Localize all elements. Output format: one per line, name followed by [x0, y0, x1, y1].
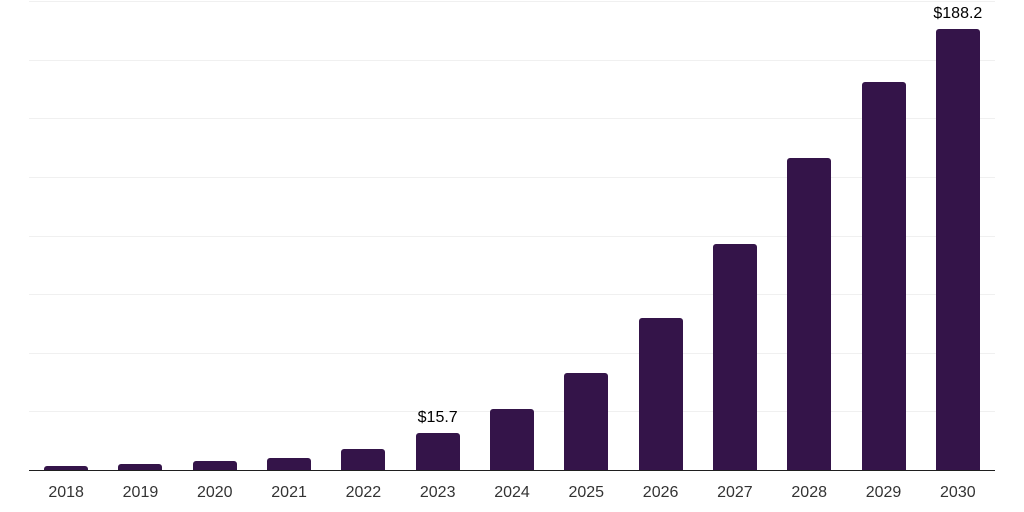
- x-axis-line: [29, 469, 995, 471]
- bar-slot-2028: [772, 157, 846, 470]
- x-tick-label-2025: 2025: [568, 484, 605, 501]
- bar-slot-2025: [549, 372, 623, 470]
- bar-slot-2019: [103, 463, 177, 470]
- bar-2026: [638, 318, 683, 470]
- bar-slot-2027: [698, 244, 772, 470]
- bar-2023: [415, 433, 460, 470]
- gridline-175: [29, 59, 995, 61]
- x-axis-labels: 2018 2019 2020 2021 2022 2023 2024 2025 2026 2027…: [29, 483, 995, 505]
- bar-slot-2022: [326, 448, 400, 470]
- x-tick-label-2022: 2022: [345, 484, 382, 501]
- gridline-75: [29, 294, 995, 296]
- bar-slot-2021: [252, 457, 326, 470]
- bar-2018: [44, 466, 89, 470]
- gridline-100: [29, 235, 995, 237]
- gridline-150: [29, 118, 995, 120]
- x-tick-label-2028: 2028: [791, 484, 827, 501]
- gridline-200: [29, 1, 995, 2]
- x-tick-label-2029: 2029: [865, 484, 902, 501]
- plot-area: $15.7 $188.2: [29, 1, 995, 470]
- bar-2030: [935, 28, 980, 470]
- bar-slot-2029: [846, 81, 920, 470]
- gridline-50: [29, 352, 995, 354]
- bar-2020: [192, 461, 237, 470]
- gridline-125: [29, 176, 995, 178]
- x-tick-label-2027: 2027: [717, 484, 753, 501]
- x-tick-label-2023: 2023: [419, 484, 456, 501]
- value-label-2030: $188.2: [933, 4, 983, 22]
- bar-2025: [564, 372, 609, 470]
- bar-2028: [787, 157, 832, 470]
- bar-slot-2024: [475, 408, 549, 470]
- bar-slot-2018: [29, 466, 103, 470]
- x-tick-label-2024: 2024: [494, 484, 530, 501]
- bar-2027: [712, 244, 757, 470]
- bar-2029: [861, 81, 906, 470]
- bar-slot-2020: [178, 461, 252, 470]
- x-tick-label-2026: 2026: [642, 484, 679, 501]
- bar-slot-2030: [921, 28, 995, 470]
- x-tick-label-2021: 2021: [271, 484, 307, 501]
- bar-2019: [118, 463, 163, 470]
- bar-2024: [489, 408, 534, 470]
- x-tick-label-2030: 2030: [940, 484, 976, 501]
- value-label-2023: $15.7: [417, 409, 458, 427]
- x-tick-label-2020: 2020: [196, 484, 233, 501]
- bar-2022: [341, 448, 386, 470]
- x-tick-label-2018: 2018: [48, 484, 84, 501]
- bar-2021: [267, 457, 312, 470]
- bar-slot-2026: [623, 318, 697, 470]
- x-tick-label-2019: 2019: [122, 484, 159, 501]
- bar-slot-2023: [401, 433, 475, 470]
